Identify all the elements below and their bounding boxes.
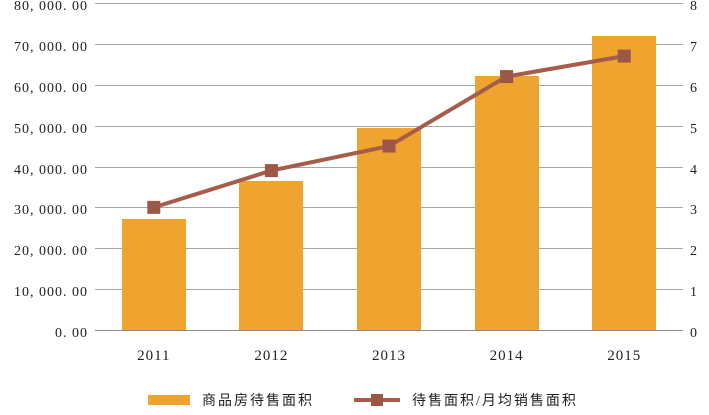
y-axis-tick-label-left: 40, 000. 00	[14, 162, 88, 178]
legend: 商品房待售面积 待售面积/月均销售面积	[148, 390, 578, 410]
x-axis-label-2014: 2014	[489, 348, 524, 364]
x-axis-label-2015: 2015	[607, 348, 642, 364]
x-axis-label-2012: 2012	[254, 348, 289, 364]
y-axis-tick-label-left: 10, 000. 00	[14, 285, 88, 301]
legend-line-series-label: 待售面积/月均销售面积	[412, 394, 578, 409]
line-marker-2013	[382, 139, 396, 153]
y-axis-tick-label-right: 6	[690, 80, 698, 96]
legend-bar-series-label: 商品房待售面积	[202, 394, 314, 409]
y-axis-tick-label-left: 0. 00	[55, 326, 88, 341]
gridline	[95, 43, 683, 45]
line-marker-2015	[617, 49, 631, 63]
bar-2013	[357, 128, 421, 330]
y-axis-tick-label-right: 7	[690, 39, 698, 55]
gridline	[95, 3, 683, 4]
x-axis-line	[95, 330, 683, 331]
legend-item-bar-series: 商品房待售面积	[148, 390, 314, 410]
y-axis-tick-label-right: 1	[690, 285, 698, 301]
y-axis-tick-label-right: 8	[690, 0, 698, 14]
y-axis-tick-label-right: 0	[690, 326, 698, 341]
bar-series-swatch	[148, 395, 190, 405]
x-axis-label-2013: 2013	[372, 348, 406, 364]
line-marker-2012	[264, 164, 278, 178]
x-axis-label-2011: 2011	[137, 348, 171, 364]
y-axis-tick-label-left: 70, 000. 00	[14, 39, 88, 55]
line-series-stroke	[153, 54, 625, 210]
bar-2015	[592, 35, 657, 330]
line-marker-2011	[147, 200, 161, 214]
bar-2014	[474, 75, 539, 330]
line-marker-2014	[500, 70, 514, 84]
bar-2012	[239, 180, 304, 330]
y-axis-tick-label-left: 50, 000. 00	[14, 121, 88, 137]
y-axis-tick-label-right: 5	[690, 121, 698, 137]
y-axis-tick-label-left: 20, 000. 00	[14, 244, 88, 260]
bar-2011	[121, 218, 186, 330]
square-marker-icon	[371, 394, 383, 406]
y-axis-tick-label-right: 4	[690, 162, 698, 178]
legend-item-line-series: 待售面积/月均销售面积	[354, 390, 578, 410]
y-axis-tick-label-left: 30, 000. 00	[14, 203, 88, 219]
y-axis-tick-label-left: 80, 000. 00	[14, 0, 88, 14]
y-axis-tick-label-right: 2	[690, 244, 698, 260]
y-axis-tick-label-left: 60, 000. 00	[14, 80, 88, 96]
line-series-swatch	[354, 393, 400, 407]
y-axis-tick-label-right: 3	[690, 203, 698, 219]
gridline	[95, 125, 683, 127]
gridline	[95, 84, 683, 86]
